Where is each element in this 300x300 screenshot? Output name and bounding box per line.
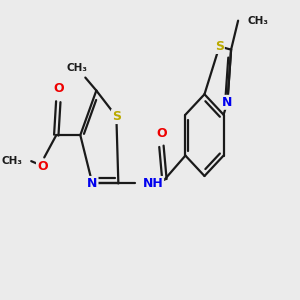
Text: O: O xyxy=(37,160,48,173)
Text: N: N xyxy=(87,177,98,190)
Text: O: O xyxy=(53,82,64,95)
Text: NH: NH xyxy=(142,177,163,190)
Text: CH₃: CH₃ xyxy=(247,16,268,26)
Text: N: N xyxy=(222,96,233,109)
Text: S: S xyxy=(215,40,224,53)
Text: S: S xyxy=(112,110,121,123)
Text: CH₃: CH₃ xyxy=(67,63,88,73)
Text: CH₃: CH₃ xyxy=(1,156,22,166)
Text: O: O xyxy=(156,127,167,140)
